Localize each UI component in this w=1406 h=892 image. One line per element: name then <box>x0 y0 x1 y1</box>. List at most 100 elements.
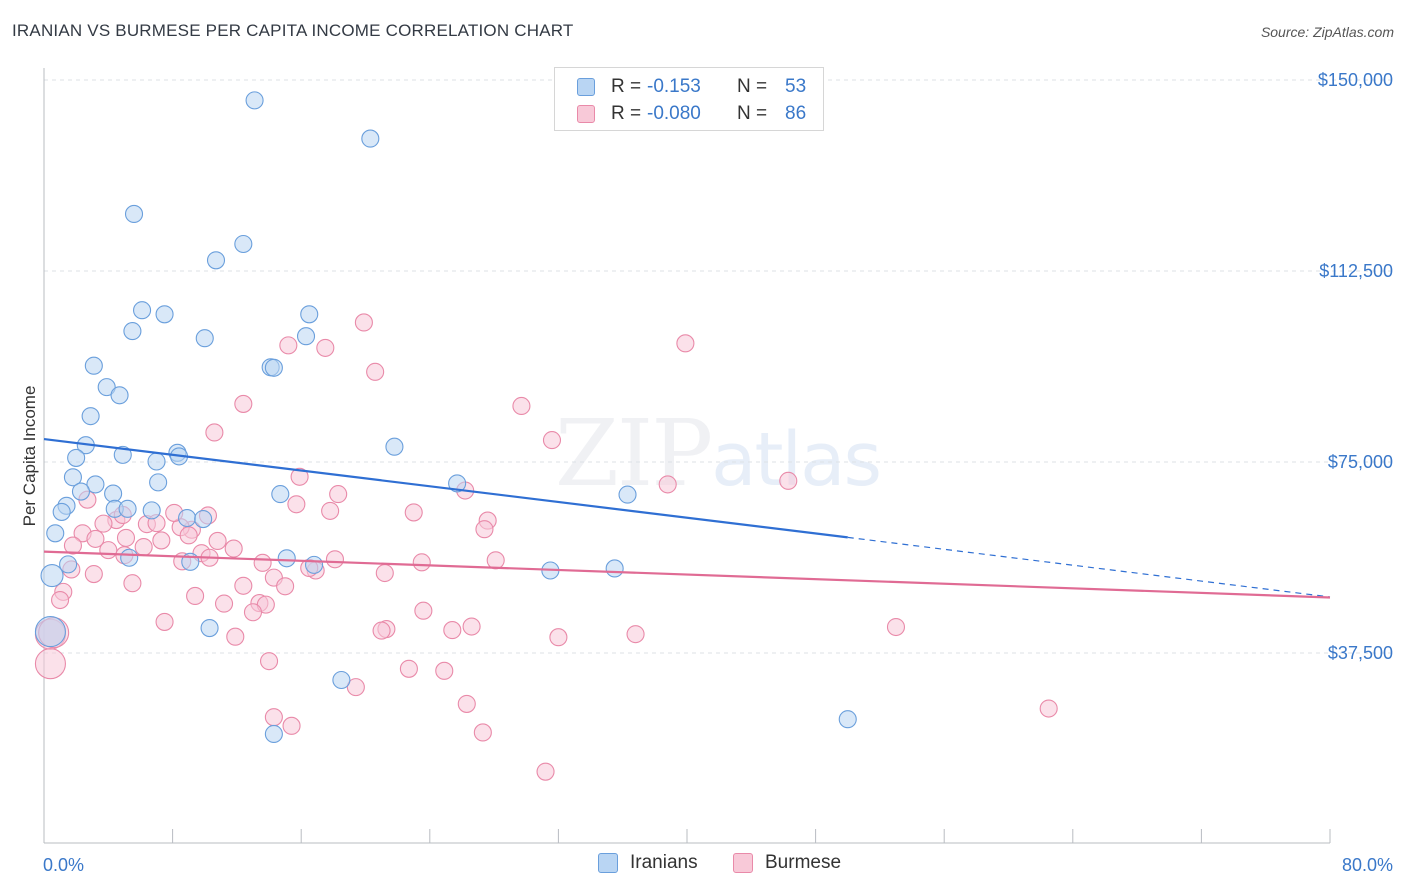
burmese-point <box>186 586 205 606</box>
y-tick-label: $75,000 <box>1328 452 1393 472</box>
watermark-atlas: atlas <box>711 417 882 503</box>
iranian-point <box>147 452 166 471</box>
burmese-point <box>226 627 245 646</box>
burmese-point <box>99 541 118 560</box>
burmese-point <box>155 612 174 631</box>
burmese-point <box>536 762 555 781</box>
legend-row-burmese: R = -0.080 N = 86 <box>577 101 806 127</box>
legend-swatch-burmese <box>577 105 595 123</box>
bottom-legend-swatch-iranians <box>598 853 618 873</box>
iranian-point <box>155 305 174 324</box>
iranian-point <box>305 555 324 574</box>
iranian-point <box>110 386 129 405</box>
burmese-point <box>276 577 295 596</box>
bottom-legend-burmese[interactable]: Burmese <box>733 852 841 874</box>
burmese-point <box>116 528 136 547</box>
legend-swatch-iranians <box>577 78 595 96</box>
legend-r-value: -0.080 <box>647 103 701 124</box>
bottom-legend-label-burmese: Burmese <box>765 852 842 873</box>
iranian-point <box>178 508 197 528</box>
iranian-point <box>104 484 123 503</box>
burmese-point <box>462 617 481 636</box>
axis-labels: $37,500 $75,000 $112,500 $150,000 0.0% 80.0% P… <box>20 70 1393 875</box>
iranian-point <box>149 473 168 492</box>
burmese-point <box>366 362 385 381</box>
iranian-point <box>71 482 91 501</box>
bottom-legend-iranians[interactable]: Iranians <box>598 852 698 874</box>
iranian-point <box>618 485 637 504</box>
burmese-point <box>253 553 272 572</box>
burmese-point <box>179 526 198 545</box>
burmese-point <box>94 514 113 533</box>
burmese-point <box>676 334 695 353</box>
iranian-point <box>63 468 82 487</box>
burmese-point <box>372 621 391 640</box>
burmese-points <box>34 313 1058 781</box>
burmese-point <box>325 550 345 569</box>
burmese-point <box>354 313 373 332</box>
iranian-trend-line <box>43 437 848 539</box>
bottom-legend-swatch-burmese <box>733 853 753 873</box>
burmese-point <box>205 423 224 442</box>
burmese-point <box>287 495 306 514</box>
burmese-point <box>259 652 279 671</box>
iranian-point <box>118 499 137 518</box>
legend-row-iranians: R = -0.153 N = 53 <box>577 74 806 100</box>
y-tick-label: $150,000 <box>1318 70 1393 90</box>
chart-title: IRANIAN VS BURMESE PER CAPITA INCOME COR… <box>12 21 574 40</box>
burmese-point <box>152 531 171 550</box>
legend-n-label: N = <box>737 103 768 124</box>
iranian-point <box>271 485 290 504</box>
iranian-point <box>120 548 139 567</box>
burmese-point <box>243 603 263 622</box>
iranian-point <box>245 91 264 110</box>
iranian-trend-extension <box>847 536 1331 598</box>
burmese-point <box>208 531 227 550</box>
iranian-point <box>113 445 132 464</box>
burmese-point <box>264 708 283 727</box>
iranian-point <box>264 724 283 744</box>
iranian-point <box>264 358 283 377</box>
correlation-legend: R = -0.153 N = 53 R = -0.080 N = 86 <box>554 67 824 131</box>
burmese-point <box>399 659 418 678</box>
iranian-point <box>40 564 64 588</box>
burmese-point <box>282 716 301 735</box>
iranian-point <box>59 555 78 574</box>
iranian-point <box>300 305 319 324</box>
burmese-point <box>84 565 103 584</box>
iranian-point <box>124 204 144 224</box>
iranian-point <box>84 356 103 375</box>
burmese-point <box>435 661 454 680</box>
iranian-point <box>123 322 142 341</box>
burmese-point <box>279 336 298 355</box>
iranian-point <box>448 474 467 493</box>
burmese-point <box>779 471 798 490</box>
burmese-point <box>123 574 142 593</box>
iranian-point <box>200 618 219 638</box>
bottom-legend-label-iranians: Iranians <box>630 852 698 873</box>
burmese-point <box>886 617 906 637</box>
burmese-point <box>51 590 70 610</box>
burmese-point <box>329 485 348 504</box>
iranian-point <box>206 251 226 270</box>
iranian-point <box>34 616 66 648</box>
burmese-point <box>214 594 234 613</box>
burmese-point <box>290 467 309 486</box>
burmese-trend-line <box>43 550 1331 599</box>
y-tick-label: $37,500 <box>1328 643 1393 663</box>
iranian-point <box>277 549 296 568</box>
burmese-point <box>134 538 153 557</box>
legend-r-label: R = <box>611 76 642 97</box>
y-axis-title: Per Capita Income <box>20 386 39 527</box>
burmese-point <box>86 529 105 548</box>
burmese-point <box>626 625 645 644</box>
iranian-point <box>605 559 624 578</box>
burmese-point <box>1039 699 1058 718</box>
y-tick-label: $112,500 <box>1319 261 1393 281</box>
burmese-point <box>63 536 82 555</box>
burmese-point <box>404 503 423 522</box>
burmese-point <box>316 338 335 357</box>
iranian-point <box>46 524 65 543</box>
source-note: Source: ZipAtlas.com <box>1260 24 1394 40</box>
iranian-point <box>86 475 105 494</box>
